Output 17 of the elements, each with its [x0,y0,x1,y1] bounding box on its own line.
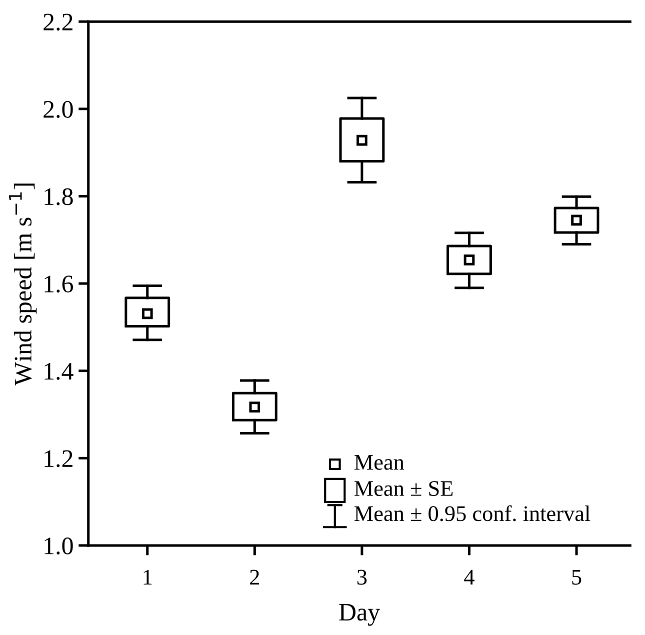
y-tick-label: 2.0 [44,100,73,118]
annotation: Mean [354,455,404,470]
x-tick-label: 4 [464,570,474,584]
y-tick-label: 1.2 [44,450,72,468]
x-tick-label: 1 [144,570,152,584]
y-tick-label: 1.8 [44,188,73,206]
y-tick-label: 1.4 [44,363,74,380]
x-tick-label: 3 [357,570,367,585]
y-tick-label: 1.0 [44,538,73,554]
x-axis-title: Day [339,604,380,626]
y-axis-title: Wind speed [m s$^{−1}$] [8,184,37,386]
annotation: Mean ± 0.95 conf. interval [354,505,590,522]
annotation: Mean ± SE [354,481,453,496]
x-tick-label: 5 [572,570,582,585]
y-tick-label: 1.6 [44,276,74,293]
y-tick-label: 2.2 [44,14,72,31]
x-tick-label: 2 [250,570,259,584]
